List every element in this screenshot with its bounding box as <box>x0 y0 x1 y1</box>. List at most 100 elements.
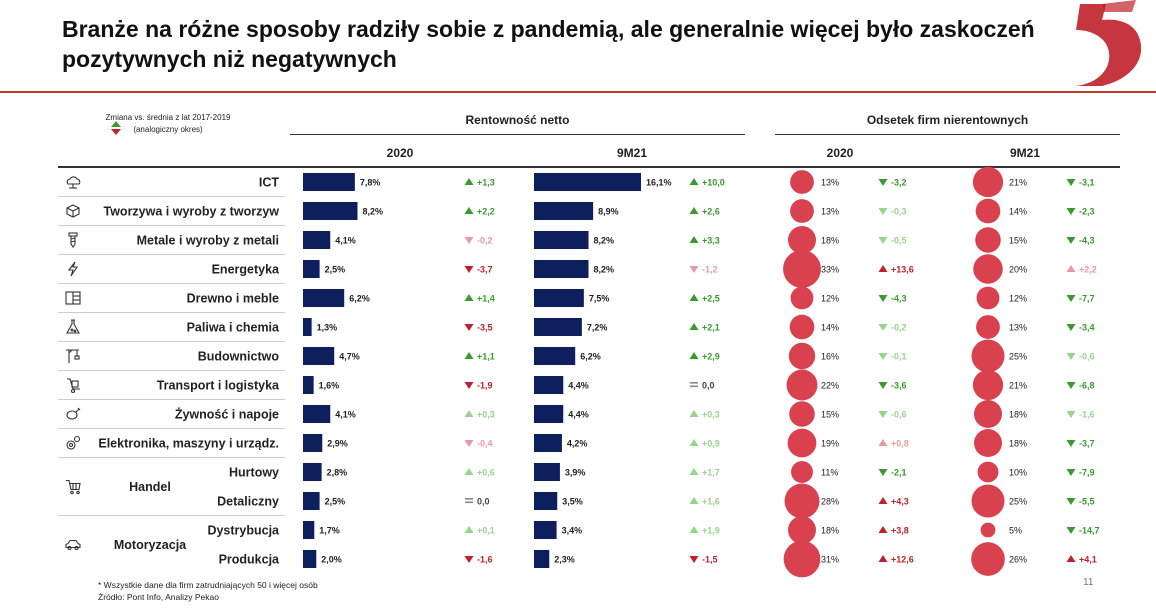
row1-rent-2020-change-label: +1,3 <box>477 178 495 188</box>
row2-odsetek-9m21-bubble <box>975 198 1001 224</box>
row2-rent-9m21-change-label: +2,6 <box>702 207 720 217</box>
row1-rent-9m21-value: 16,1% <box>646 178 672 188</box>
row11-rent-9m21-value: 3,9% <box>565 468 586 478</box>
row13-odsetek-2020-bubble <box>787 515 817 545</box>
row14-rent-9m21-bar <box>534 550 550 568</box>
row7-odsetek-2020-change-label: -0,1 <box>891 352 907 362</box>
row6-rent-9m21-change-label: +2,1 <box>702 323 720 333</box>
row4-rent-9m21-down-arrow-icon <box>689 266 699 273</box>
row1-odsetek-2020-down-arrow-icon <box>878 179 888 186</box>
row12-odsetek-9m21-change-label: -5,5 <box>1079 497 1095 507</box>
row6-odsetek-9m21-value: 13% <box>1009 323 1027 333</box>
row4-rent-2020-bar <box>303 260 320 278</box>
row14-odsetek-9m21-bubble <box>971 542 1005 576</box>
row10-odsetek-2020-change-label: +0,8 <box>891 439 909 449</box>
row7-rent-2020-value: 4,7% <box>339 352 360 362</box>
row4-odsetek-9m21-value: 20% <box>1009 265 1027 275</box>
row5-rent-2020-up-arrow-icon <box>464 294 474 301</box>
row7-odsetek-9m21-change-label: -0,6 <box>1079 352 1095 362</box>
cabinet-icon <box>65 291 81 305</box>
row2-odsetek-9m21-change-label: -2,3 <box>1079 207 1095 217</box>
row9-industry-label: Żywność i napoje <box>175 407 279 422</box>
row7-rent-9m21-bar <box>534 347 576 365</box>
row7-odsetek-2020-down-arrow-icon <box>878 353 888 360</box>
row10-industry-label: Elektronika, maszyny i urządz. <box>98 437 279 451</box>
row6-odsetek-2020-down-arrow-icon <box>878 324 888 331</box>
gears-icon <box>66 435 81 450</box>
row8-rent-2020-bar <box>303 376 314 394</box>
row1-rent-9m21-bar <box>534 173 641 191</box>
row10-rent-9m21-up-arrow-icon <box>689 439 699 446</box>
row3-odsetek-2020-value: 18% <box>821 236 839 246</box>
row14-odsetek-2020-up-arrow-icon <box>878 555 888 562</box>
row4-rent-9m21-value: 8,2% <box>593 265 614 275</box>
row7-rent-9m21-up-arrow-icon <box>689 352 699 359</box>
row6-rent-2020-change-label: -3,5 <box>477 323 493 333</box>
row1-rent-2020-value: 7,8% <box>360 178 381 188</box>
row10-rent-2020-change-label: -0,4 <box>477 439 493 449</box>
row5-rent-9m21-up-arrow-icon <box>689 294 699 301</box>
row2-industry-label: Tworzywa i wyroby z tworzyw <box>104 205 280 219</box>
row3-rent-2020-bar <box>303 231 331 249</box>
row8-rent-2020-value: 1,6% <box>319 381 340 391</box>
row3-rent-2020-value: 4,1% <box>335 236 356 246</box>
flask-icon <box>66 319 80 334</box>
row4-odsetek-2020-value: 33% <box>821 265 839 275</box>
car-icon <box>65 539 81 551</box>
row3-odsetek-2020-down-arrow-icon <box>878 237 888 244</box>
group-underline-rentownosc <box>290 134 745 135</box>
title-divider <box>0 91 1156 93</box>
row3-odsetek-9m21-bubble <box>975 227 1001 253</box>
row13-rent-2020-bar <box>303 521 315 539</box>
row6-rent-2020-down-arrow-icon <box>464 324 474 331</box>
row14-rent-9m21-down-arrow-icon <box>689 556 699 563</box>
row2-rent-9m21-bar <box>534 202 594 220</box>
row13-odsetek-9m21-value: 5% <box>1009 526 1022 536</box>
row14-rent-2020-down-arrow-icon <box>464 556 474 563</box>
row9-odsetek-2020-change-label: -0,6 <box>891 410 907 420</box>
row6-rent-2020-bar <box>303 318 312 336</box>
row10-odsetek-9m21-down-arrow-icon <box>1066 440 1076 447</box>
row12-rent-9m21-value: 3,5% <box>562 497 583 507</box>
row14-odsetek-9m21-value: 26% <box>1009 555 1027 565</box>
row9-rent-9m21-value: 4,4% <box>568 410 589 420</box>
row12-rent-2020-equal-icon-bar <box>465 501 473 504</box>
page-title: Branże na różne sposoby radziły sobie z … <box>62 16 1035 72</box>
row4-rent-2020-change-label: -3,7 <box>477 265 493 275</box>
row6-odsetek-9m21-bubble <box>976 315 1000 339</box>
row2-rent-9m21-value: 8,9% <box>598 207 619 217</box>
row12-rent-2020-change-label: 0,0 <box>477 497 490 507</box>
row5-rent-2020-value: 6,2% <box>349 294 370 304</box>
row7-industry-label: Budownictwo <box>198 350 280 364</box>
row12-rent-2020-equal-icon <box>465 498 473 500</box>
row6-odsetek-9m21-change-label: -3,4 <box>1079 323 1095 333</box>
row5-rent-2020-change-label: +1,4 <box>477 294 495 304</box>
row12-odsetek-2020-bubble <box>784 483 820 519</box>
row12-rent-2020-value: 2,5% <box>325 497 346 507</box>
row2-odsetek-2020-change-label: -0,3 <box>891 207 907 217</box>
row9-odsetek-9m21-down-arrow-icon <box>1066 411 1076 418</box>
row5-industry-label: Drewno i meble <box>187 292 279 306</box>
row4-odsetek-9m21-bubble <box>973 254 1003 284</box>
row9-rent-9m21-change-label: +0,3 <box>702 410 720 420</box>
row5-odsetek-2020-change-label: -4,3 <box>891 294 907 304</box>
row8-rent-2020-down-arrow-icon <box>464 382 474 389</box>
row13-odsetek-9m21-change-label: -14,7 <box>1079 526 1100 536</box>
row12-odsetek-2020-change-label: +4,3 <box>891 497 909 507</box>
row5-rent-2020-bar <box>303 289 345 307</box>
row1-odsetek-2020-change-label: -3,2 <box>891 178 907 188</box>
row3-odsetek-9m21-value: 15% <box>1009 236 1027 246</box>
screw-icon <box>68 232 78 248</box>
row12-odsetek-9m21-down-arrow-icon <box>1066 498 1076 505</box>
row1-odsetek-9m21-value: 21% <box>1009 178 1027 188</box>
row8-odsetek-2020-change-label: -3,6 <box>891 381 907 391</box>
row5-rent-9m21-bar <box>534 289 584 307</box>
row7-odsetek-9m21-down-arrow-icon <box>1066 353 1076 360</box>
row5-odsetek-9m21-value: 12% <box>1009 294 1027 304</box>
row1-rent-2020-bar <box>303 173 355 191</box>
row1-rent-2020-up-arrow-icon <box>464 178 474 185</box>
row5-rent-9m21-change-label: +2,5 <box>702 294 720 304</box>
row13-odsetek-9m21-bubble <box>980 522 996 538</box>
row6-odsetek-2020-bubble <box>789 314 815 340</box>
row9-odsetek-2020-down-arrow-icon <box>878 411 888 418</box>
